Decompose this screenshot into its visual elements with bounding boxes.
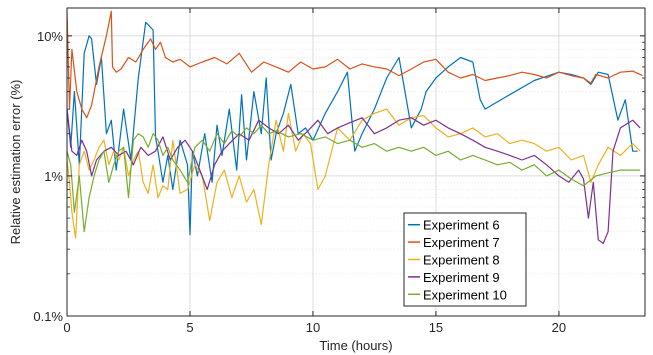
y-tick-label: 0.1% — [33, 309, 63, 324]
series-line-5 — [67, 124, 641, 233]
legend-box — [403, 212, 527, 307]
x-tick-label: 0 — [63, 320, 70, 335]
series-line-3 — [67, 108, 641, 239]
y-tick-label: 1% — [44, 169, 63, 184]
legend-label: Experiment 9 — [423, 270, 500, 285]
x-tick-labels: 0 5 10 15 20 — [63, 320, 566, 335]
y-tick-label: 10% — [37, 29, 63, 44]
plot-area-frame — [66, 7, 646, 317]
x-tick-label: 15 — [429, 320, 443, 335]
x-axis-title: Time (hours) — [319, 338, 392, 353]
legend: Experiment 6 Experiment 7 Experiment 8 Expe… — [403, 212, 527, 307]
series-line-1 — [67, 21, 638, 236]
x-tick-label: 5 — [186, 320, 193, 335]
series-line-4 — [67, 109, 641, 244]
legend-label: Experiment 8 — [423, 253, 500, 268]
x-tick-label: 20 — [552, 320, 566, 335]
series-lines — [67, 10, 643, 244]
legend-label: Experiment 10 — [423, 287, 507, 302]
y-axis-title: Relative estimation error (%) — [8, 80, 23, 245]
x-tick-label: 10 — [306, 320, 320, 335]
tick-marks — [66, 8, 645, 317]
legend-label: Experiment 6 — [423, 218, 500, 233]
series-line-2 — [67, 10, 643, 119]
legend-label: Experiment 7 — [423, 235, 500, 250]
y-tick-labels: 0.1% 1% 10% — [33, 29, 63, 324]
